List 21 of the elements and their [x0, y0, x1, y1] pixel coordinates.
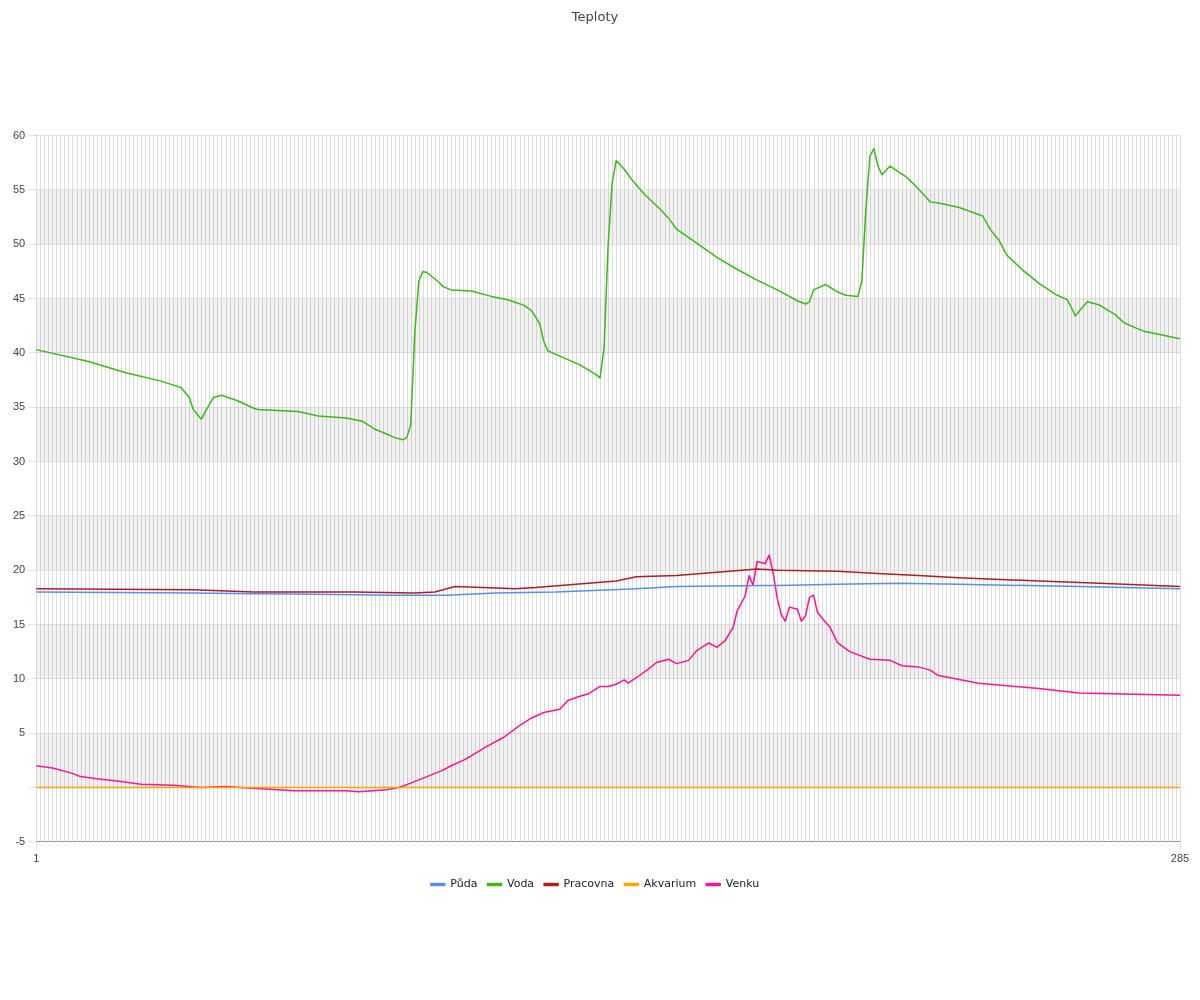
- x-tick-label: 1: [33, 852, 40, 865]
- x-tick-label: 285: [1170, 852, 1190, 865]
- y-tick-label: 25: [12, 508, 26, 521]
- y-tick-label: 20: [12, 563, 26, 576]
- y-tick-label: 15: [12, 617, 26, 630]
- chart-title: Teploty: [570, 9, 619, 25]
- legend-label: Pracovna: [563, 877, 615, 891]
- y-tick-label: 50: [12, 237, 26, 250]
- y-tick-label: 55: [12, 182, 26, 195]
- legend-label: Půda: [450, 877, 478, 891]
- legend-label: Akvarium: [643, 877, 697, 891]
- y-tick-label: -5: [15, 834, 26, 847]
- y-tick-label: 35: [12, 400, 26, 413]
- y-tick-label: 45: [12, 291, 26, 304]
- legend-label: Venku: [725, 877, 760, 891]
- y-tick-label: 40: [12, 345, 26, 358]
- y-tick-label: 60: [12, 128, 26, 141]
- y-tick-label: 30: [12, 454, 26, 467]
- legend-label: Voda: [506, 877, 535, 891]
- y-tick-label: 10: [12, 671, 26, 684]
- y-tick-label: 5: [19, 726, 26, 739]
